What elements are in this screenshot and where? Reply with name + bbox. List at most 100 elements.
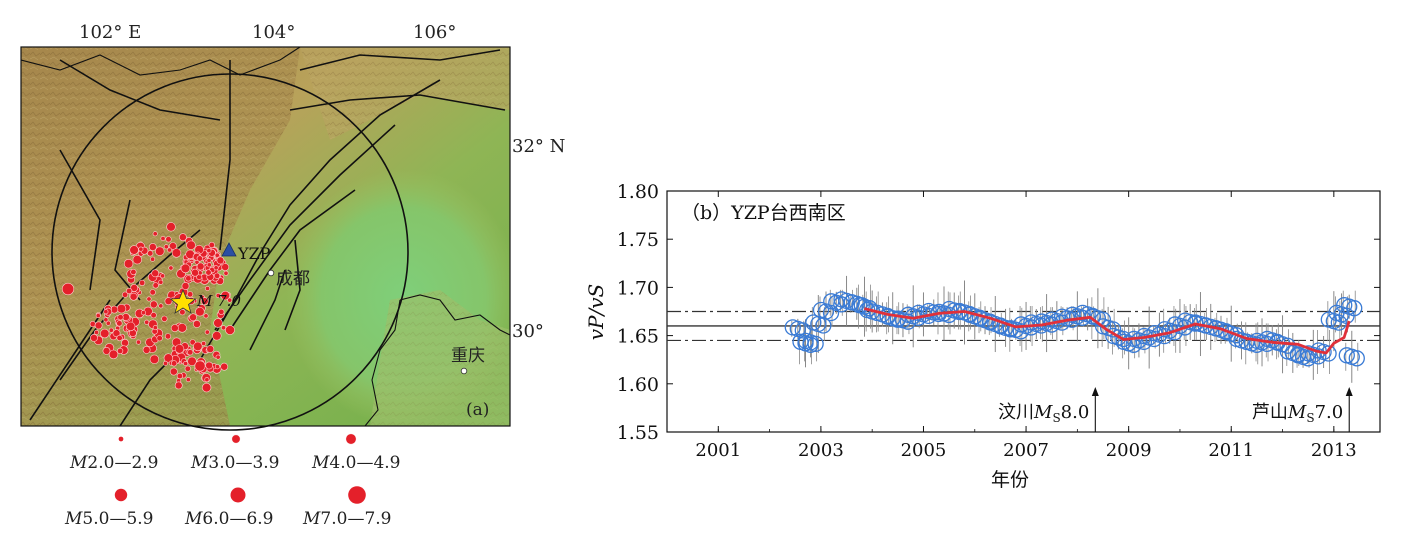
event-dot [130,283,139,292]
event-dot [99,328,110,339]
event-dot [161,315,168,322]
legend-symbol-m7 [348,486,366,504]
event-dot [152,282,159,289]
y-tick-label: 1.70 [617,277,659,299]
x-axis-title: 年份 [991,469,1029,491]
event-dot [214,364,220,370]
city-chongqing: 重庆 [451,346,485,366]
event-dot [140,310,146,316]
event-dot [192,320,201,328]
event-dot [116,320,123,327]
city-dot-chengdu [267,269,275,277]
event-dot [187,291,194,298]
epicenter-label: M 7.0 [196,292,241,310]
event-dot [213,265,219,271]
event-dot [171,360,178,367]
event-dot [155,246,165,256]
event-dot [152,231,158,237]
event-annotation-label: 汶川MS8.0 [998,402,1089,425]
event-dot [163,353,174,363]
event-dot-large [225,325,235,335]
event-dot [204,377,210,383]
event-dot-large [61,282,75,296]
y-tick-label: 1.65 [617,326,659,348]
event-dot [206,248,212,254]
event-dot [184,365,191,372]
legend-symbol-m3 [231,434,241,444]
event-dot [121,338,129,347]
event-dot [187,349,194,356]
event-dot [90,333,98,342]
event-dot [206,257,212,263]
event-annotation-label: 芦山MS7.0 [1252,402,1343,425]
event-dot [214,272,221,279]
event-dot [126,287,133,295]
event-dot [129,245,139,255]
x-tick-label: 2005 [901,440,947,461]
y-tick-label: 1.60 [617,374,659,396]
map-terrain [21,47,510,426]
event-dot [221,325,227,331]
event-dot [215,354,221,360]
event-dot [139,279,146,287]
legend-label-m7: M7.0—7.9 [302,509,392,529]
event-dot [174,344,185,354]
event-dot [213,318,223,328]
x-axis: 2001 2003 2005 2007 2009 2011 2013 [666,191,1357,461]
event-dot [125,321,136,332]
event-dot [177,323,187,333]
earthquake-events [61,222,235,393]
legend-symbol-m6 [230,487,246,503]
data-point [1310,348,1327,365]
event-dot [178,233,187,242]
data-point [807,335,824,352]
radius-circle [51,73,409,431]
event-dot [185,275,192,282]
event-dot [144,319,150,325]
legend-label-m5: M5.0—5.9 [64,509,154,529]
event-dot [196,255,203,262]
event-dot [206,262,212,268]
event-dot [103,309,109,315]
event-dot [212,331,222,341]
event-dot [189,313,197,322]
error-bars [791,275,1359,383]
panel-label-a: (a) [466,400,489,420]
event-dot [176,372,183,380]
smoothed-line [864,307,1351,355]
event-dot [149,289,156,296]
event-dot [148,243,157,251]
event-dot [116,347,124,355]
event-dot [205,361,213,370]
lat-label-32: 32° N [512,136,565,157]
event-dot [221,263,230,271]
legend-label-m3: M3.0—3.9 [190,453,280,473]
x-tick-label: 2007 [1003,440,1049,461]
event-dot [163,360,169,366]
event-dot [191,268,199,277]
event-dot [174,381,183,390]
x-tick-label: 2011 [1208,440,1254,461]
event-dot [117,314,124,321]
event-dot [112,329,121,338]
y-tick-label: 1.75 [617,229,659,251]
event-dot [158,279,164,285]
event-dot [201,382,212,393]
event-dot [215,292,221,298]
data-point [1176,319,1194,336]
event-dot [216,256,225,265]
y-axis-title: vP/vS [584,284,608,341]
event-dot [196,262,205,271]
legend-symbol-m2 [118,436,124,442]
event-dot [138,246,144,252]
y-tick-label: 1.55 [617,422,659,444]
data-point [1320,345,1337,362]
data-point [1135,333,1153,351]
event-dot [123,259,134,269]
event-dot [102,346,111,355]
event-dot [156,335,163,342]
lon-label-104: 104° [252,22,295,43]
event-annotations: 汶川MS8.0 芦山MS7.0 [998,387,1353,432]
